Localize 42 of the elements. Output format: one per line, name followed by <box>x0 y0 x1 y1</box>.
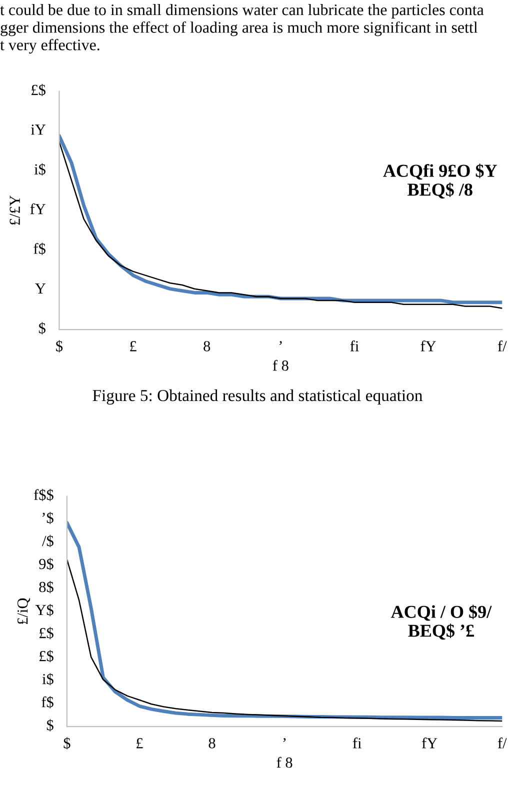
caption: Figure 5: Obtained results and statistical equation <box>92 389 422 405</box>
x-tick-label: fY <box>420 340 436 352</box>
text: $ <box>38 322 46 334</box>
text: t could be due to in small dimensions water can lubricate the particles conta <box>0 4 484 18</box>
text: /$ <box>42 534 54 548</box>
text: iY <box>30 124 46 135</box>
x-tick-label: ʼ <box>283 738 286 742</box>
x-axis-title: f 8 <box>276 756 292 768</box>
x-tick-label: £ <box>130 341 136 352</box>
x-tick-label: f/ <box>498 340 507 352</box>
text: t very effective. <box>0 38 100 54</box>
text: Y$ <box>35 604 54 616</box>
x-tick-label: fi <box>350 340 359 352</box>
text: $ <box>46 719 54 732</box>
x-tick-label: 8 <box>208 738 216 748</box>
y-axis-title: £/iQ <box>17 598 30 624</box>
x-tick-label: fi <box>352 737 362 748</box>
text: 9$ <box>39 558 54 570</box>
x-tick-label: 8 <box>204 341 210 352</box>
x-tick-label: ʼ <box>279 341 282 345</box>
x-tick-label: f/ <box>498 737 507 748</box>
text: £$ <box>40 627 54 640</box>
text: Y <box>35 283 46 294</box>
x-tick-label: £ <box>136 738 143 748</box>
text: f$$ <box>34 488 54 502</box>
text: £$ <box>32 84 46 96</box>
text: i$ <box>34 163 46 176</box>
x-axis-title: f 8 <box>272 360 288 371</box>
text: fY <box>30 203 46 214</box>
x-tick-label: $ <box>64 737 70 750</box>
y-axis-title: £/£Y <box>10 196 20 225</box>
text: ʼ$ <box>42 512 54 524</box>
text: f$ <box>42 696 54 708</box>
text: 8$ <box>39 580 54 594</box>
annotation: ACQfi 9£O $Y BEQ$ /8 <box>383 164 497 199</box>
x-tick-label: $ <box>56 340 63 352</box>
text: f$ <box>34 242 46 255</box>
text: £$ <box>40 650 54 662</box>
text: i$ <box>42 673 54 686</box>
annotation: ACQi / O $9/ BEQ$ ʼ£ <box>390 604 492 640</box>
x-tick-label: fY <box>422 737 438 748</box>
text: gger dimensions the effect of loading area is much more significant in settl <box>0 21 478 36</box>
